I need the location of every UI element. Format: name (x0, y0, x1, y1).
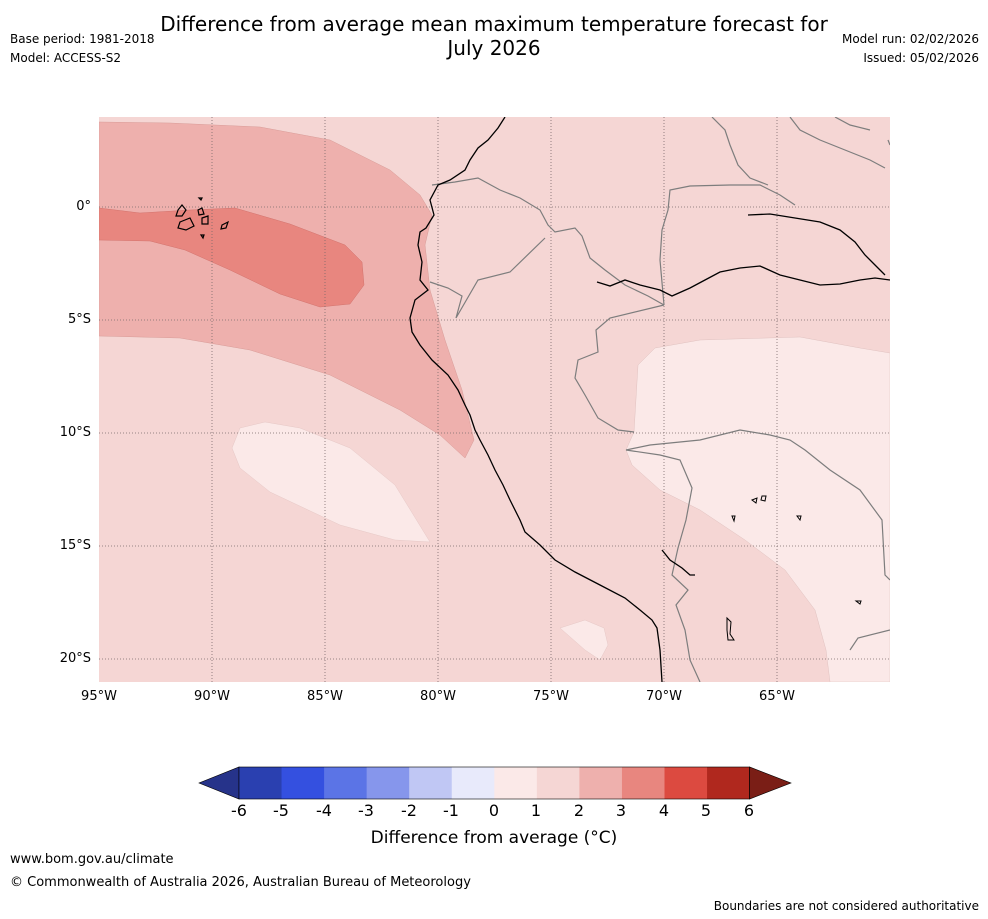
lon-label: 75°W (533, 689, 569, 704)
colorbar-tick: -1 (443, 801, 459, 820)
base-period: Base period: 1981-2018 (10, 32, 155, 46)
lat-label: 15°S (59, 538, 91, 553)
colorbar-tick: -3 (358, 801, 374, 820)
colorbar-swatch (366, 767, 410, 799)
colorbar-swatch (621, 767, 665, 799)
colorbar-tick: -4 (316, 801, 332, 820)
colorbar-tick: -5 (273, 801, 289, 820)
colorbar-swatch (707, 767, 751, 799)
colorbar-tick: 2 (573, 801, 585, 820)
title-line-2: July 2026 (447, 36, 541, 60)
footer-disclaimer: Boundaries are not considered authoritat… (713, 899, 979, 913)
footer-url: www.bom.gov.au/climate (10, 852, 174, 867)
lon-label: 90°W (194, 689, 230, 704)
colorbar-tick: 0 (488, 801, 500, 820)
colorbar-swatch (324, 767, 368, 799)
lakes (726, 495, 862, 641)
lon-label: 70°W (646, 689, 682, 704)
colorbar (198, 766, 792, 800)
map-area (99, 117, 890, 682)
colorbar-outline (238, 766, 750, 800)
lat-label: 0° (76, 199, 91, 214)
colorbar-swatch (664, 767, 708, 799)
colorbar-tick: -2 (401, 801, 417, 820)
lat-label: 10°S (59, 425, 91, 440)
graticule (99, 117, 890, 682)
colorbar-swatch (451, 767, 495, 799)
anomaly-region-0-1 (559, 619, 609, 661)
lat-label: 20°S (59, 651, 91, 666)
colorbar-swatch (579, 767, 623, 799)
lon-label: 80°W (420, 689, 456, 704)
colorbar-tick: -6 (231, 801, 247, 820)
model-run: Model run: 02/02/2026 (841, 32, 979, 46)
colorbar-swatch (536, 767, 580, 799)
colorbar-swatch (494, 767, 538, 799)
colorbar-tick: 5 (700, 801, 712, 820)
colorbar-tick: 4 (658, 801, 670, 820)
lat-label: 5°S (67, 312, 91, 327)
lon-label: 85°W (307, 689, 343, 704)
footer-copyright: © Commonwealth of Australia 2026, Austra… (10, 875, 471, 890)
colorbar-tick: 6 (743, 801, 755, 820)
issued-date: Issued: 05/02/2026 (863, 51, 979, 65)
galapagos-islands (175, 197, 230, 240)
lon-label: 95°W (81, 689, 117, 704)
colorbar-tick: 1 (530, 801, 542, 820)
anomaly-region-3-4 (99, 207, 365, 308)
country-borders (429, 117, 890, 682)
title-line-1: Difference from average mean maximum tem… (160, 12, 828, 36)
coastline (409, 117, 890, 682)
colorbar-swatch (409, 767, 453, 799)
colorbar-label: Difference from average (°C) (370, 828, 618, 848)
lon-label: 65°W (759, 689, 795, 704)
colorbar-extend-high (749, 766, 792, 800)
anomaly-region-0-1 (231, 421, 431, 543)
map-title: Difference from average mean maximum tem… (0, 12, 988, 60)
colorbar-tick: 3 (615, 801, 627, 820)
colorbar-extend-low (198, 766, 240, 800)
model-name: Model: ACCESS-S2 (10, 51, 122, 65)
anomaly-region-0-1 (625, 336, 890, 682)
colorbar-swatch (239, 767, 283, 799)
colorbar-swatch (281, 767, 325, 799)
